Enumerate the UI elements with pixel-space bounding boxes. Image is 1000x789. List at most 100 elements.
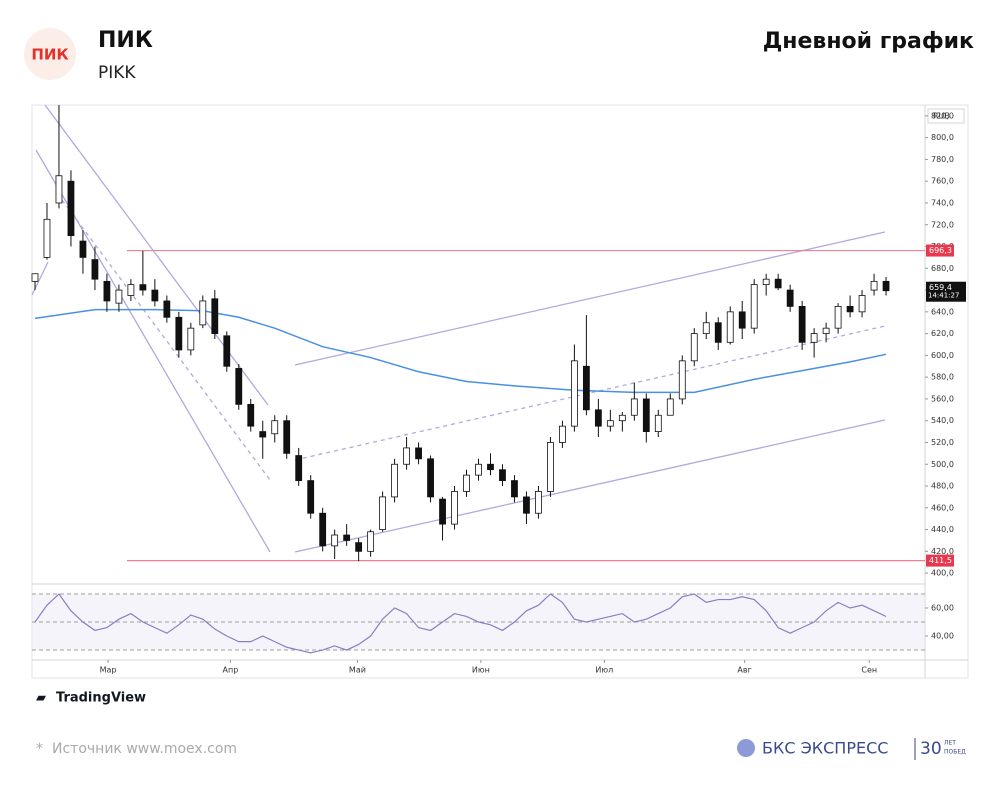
rsi-line xyxy=(34,593,887,654)
candle-body xyxy=(738,311,746,329)
x-tick-label: Мар xyxy=(100,666,117,675)
candle-body xyxy=(714,322,722,343)
x-tick-label: Май xyxy=(349,666,366,675)
candle-body xyxy=(355,542,363,552)
candle-body xyxy=(223,335,231,367)
candle-body xyxy=(151,289,159,302)
candle-body xyxy=(403,447,410,465)
candle-body xyxy=(570,360,578,427)
bcs-logo xyxy=(737,739,755,757)
candle-body xyxy=(427,458,434,498)
candle-body xyxy=(702,322,710,335)
candle-body xyxy=(798,305,806,343)
y-tick-label: 480,0 xyxy=(931,482,954,491)
candle-body xyxy=(523,496,530,514)
rsi-tick-label: 60,00 xyxy=(931,603,954,612)
asterisk: * xyxy=(36,741,43,757)
logo xyxy=(24,28,76,80)
chart-kind: Дневной график xyxy=(763,29,974,54)
y-tick-label: 440,0 xyxy=(931,525,954,534)
y-tick-label: 540,0 xyxy=(931,416,954,425)
candle-body xyxy=(774,278,782,289)
candle-body xyxy=(822,327,830,335)
candle-body xyxy=(391,463,398,498)
currency: RUB xyxy=(933,112,950,121)
y-tick-label: 520,0 xyxy=(931,438,954,447)
y-tick-label: 640,0 xyxy=(931,307,954,316)
candle-body xyxy=(559,425,566,443)
y-tick-label: 560,0 xyxy=(931,394,954,403)
candle-body xyxy=(582,365,590,411)
candle-body xyxy=(810,333,818,343)
candle-body xyxy=(31,273,39,282)
candle-body xyxy=(187,327,195,351)
candle-body xyxy=(247,403,255,427)
y-tick-label: 720,0 xyxy=(931,220,954,229)
candle-body xyxy=(750,284,758,329)
x-tick-label: Апр xyxy=(222,666,238,675)
y-tick-label: 420,0 xyxy=(931,547,954,556)
candle-body xyxy=(79,240,87,258)
candle-body xyxy=(511,480,518,498)
x-tick-label: Июн xyxy=(472,666,490,675)
candle-body xyxy=(331,534,339,547)
candle-body xyxy=(726,311,734,343)
logo-text: ПИК xyxy=(31,46,69,64)
candle-body xyxy=(415,447,422,460)
moving-average xyxy=(34,308,887,394)
ticker: PIKK xyxy=(98,63,136,83)
level-label: 696,3 xyxy=(929,246,952,255)
last-price: 659,4 xyxy=(929,283,952,292)
candle-body xyxy=(139,284,147,291)
y-tick-label: 620,0 xyxy=(931,329,954,338)
last-time: 14:41:27 xyxy=(928,292,959,300)
candle-body xyxy=(630,398,638,416)
candle-body xyxy=(594,409,602,427)
candle-body xyxy=(870,280,878,291)
candle-body xyxy=(283,420,291,454)
channel-line xyxy=(294,419,886,553)
company: БКС ЭКСПРЕСС xyxy=(762,739,888,758)
candle-body xyxy=(606,420,614,427)
candle-body xyxy=(67,180,75,237)
candle-body xyxy=(439,498,446,525)
candle-body xyxy=(295,455,303,481)
y-tick-label: 780,0 xyxy=(931,155,954,164)
channel-line xyxy=(294,231,886,366)
candle-body xyxy=(91,259,99,280)
rsi-tick-label: 40,00 xyxy=(931,632,954,641)
source: Источник www.moex.com xyxy=(52,741,237,757)
candle-body xyxy=(319,512,327,547)
candle-body xyxy=(271,420,279,435)
candle-body xyxy=(487,463,494,471)
y-tick-label: 740,0 xyxy=(931,198,954,207)
channel-mid xyxy=(294,325,886,461)
candle-body xyxy=(199,300,207,326)
candle-body xyxy=(846,305,854,313)
candle-body xyxy=(475,463,482,476)
anniversary-text: ПОБЕД xyxy=(944,749,966,756)
x-tick-label: Сен xyxy=(861,666,877,675)
anniversary: 30 xyxy=(920,739,942,759)
candle-body xyxy=(547,442,554,492)
y-tick-label: 400,0 xyxy=(931,569,954,578)
candle-body xyxy=(55,175,63,204)
x-tick-label: Авг xyxy=(737,666,751,675)
candle-body xyxy=(175,316,183,351)
candle-body xyxy=(678,360,686,400)
drawings xyxy=(31,104,886,553)
candle-body xyxy=(654,414,662,432)
candle-body xyxy=(535,491,542,514)
candle-body xyxy=(618,414,626,422)
candle-body xyxy=(642,398,650,432)
y-tick-label: 800,0 xyxy=(931,133,954,142)
candle-body xyxy=(43,218,51,258)
y-tick-label: 460,0 xyxy=(931,503,954,512)
candle-body xyxy=(343,534,351,541)
candle-body xyxy=(163,300,171,318)
title: ПИК xyxy=(98,28,153,53)
candle-body xyxy=(379,496,387,530)
y-tick-label: 820,0 xyxy=(931,111,954,120)
y-tick-label: 580,0 xyxy=(931,373,954,382)
candle-body xyxy=(235,368,243,405)
